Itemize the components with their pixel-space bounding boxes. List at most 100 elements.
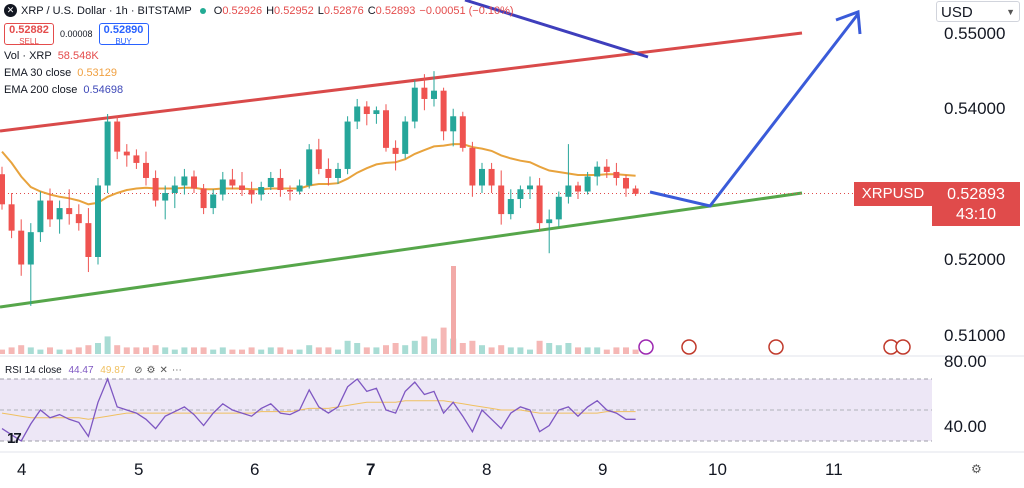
ohlc-low-label: L: [317, 4, 324, 17]
event-marker-icon: [768, 339, 784, 355]
indicator-volume[interactable]: Vol · XRP 58.548K: [4, 50, 518, 62]
volume-bar: [325, 347, 332, 354]
symbol-title[interactable]: XRP / U.S. Dollar · 1h · BITSTAMP: [21, 4, 192, 17]
volume-bar: [459, 343, 466, 354]
candle-body: [517, 189, 524, 200]
y-tick-label: 0.52000: [944, 250, 1006, 269]
indicator-ema30[interactable]: EMA 30 close 0.53129: [4, 67, 518, 79]
volume-bar: [411, 340, 418, 354]
candle-body: [143, 162, 149, 178]
candle-body: [536, 185, 543, 224]
resistance-trendline: [0, 31, 803, 133]
volume-bar: [402, 345, 409, 354]
gear-icon[interactable]: ⚙: [971, 462, 982, 476]
event-marker-icon: [638, 339, 654, 355]
volume-bar: [277, 347, 284, 354]
candle-body: [0, 174, 5, 205]
buy-button[interactable]: 0.52890 BUY: [98, 23, 149, 46]
candle-body: [248, 190, 255, 195]
volume-bar: [229, 349, 236, 354]
market-status-dot: [199, 7, 206, 14]
x-logo-icon: ✕: [4, 4, 17, 17]
volume-bar: [479, 345, 485, 354]
chevron-down-icon: ▼: [1006, 7, 1015, 17]
spread-value: 0.00008: [60, 29, 93, 39]
candle-body: [315, 149, 322, 169]
candle-body: [56, 208, 63, 220]
volume-spike-bar: [451, 266, 456, 354]
candle-body: [335, 168, 341, 178]
candle-body: [450, 116, 457, 132]
candle-body: [287, 190, 293, 192]
projection-arrowhead: [835, 9, 862, 35]
candle-body: [277, 177, 284, 191]
volume-bar: [123, 347, 130, 354]
support-trendline: [0, 191, 803, 309]
volume-bar: [114, 345, 121, 354]
price-change: −0.00051 (−0.10%): [419, 4, 514, 17]
candle-body: [555, 196, 562, 220]
rsi-value: 44.47: [68, 365, 94, 376]
volume-bar: [47, 347, 53, 354]
x-tick-label: 6: [250, 460, 260, 479]
candle-body: [383, 110, 389, 148]
volume-bar: [239, 349, 245, 354]
volume-bar: [354, 343, 361, 354]
rsi-ma-value: 49.87: [100, 365, 126, 376]
candle-body: [488, 168, 495, 186]
tradingview-logo: 17: [7, 430, 22, 447]
ohlc-close-label: C: [367, 4, 376, 17]
currency-label: USD: [941, 4, 973, 21]
candle-body: [114, 121, 121, 152]
rsi-legend[interactable]: RSI 14 close 44.47 49.87 ⊘⚙✕⋯: [5, 365, 186, 376]
volume-bar: [594, 347, 601, 354]
volume-bar: [75, 347, 82, 354]
candle-body: [440, 90, 447, 132]
candle-body: [66, 208, 73, 215]
volume-bar: [133, 347, 140, 354]
volume-bar: [258, 349, 265, 354]
candle-body: [546, 219, 553, 224]
volume-bar: [536, 340, 543, 354]
ema30-line: [1, 143, 636, 206]
candle-body: [171, 185, 178, 194]
candle-body: [344, 121, 351, 169]
candle-body: [219, 179, 226, 195]
y-tick-label: 0.55000: [944, 24, 1006, 43]
sell-button[interactable]: 0.52882 SELL: [4, 23, 54, 46]
indicator-ema200[interactable]: EMA 200 close 0.54698: [4, 84, 518, 96]
x-tick-label: 8: [482, 460, 492, 479]
candle-body: [575, 185, 581, 192]
volume-bar: [200, 347, 207, 354]
candle-body: [37, 200, 44, 233]
volume-bar: [162, 347, 169, 354]
candle-body: [8, 204, 15, 231]
volume-bar: [383, 345, 389, 354]
candle-body: [459, 116, 466, 148]
candle-body: [363, 106, 370, 115]
candle-body: [373, 110, 380, 115]
rsi-tools-icon[interactable]: ⊘⚙✕⋯: [134, 365, 186, 376]
volume-bar: [56, 349, 63, 354]
candle-body: [613, 171, 620, 178]
currency-selector[interactable]: USD ▼: [936, 1, 1020, 22]
volume-bar: [85, 345, 92, 354]
volume-bar: [296, 349, 303, 354]
volume-bar: [66, 349, 73, 354]
candle-body: [18, 230, 25, 265]
candle-body: [402, 121, 409, 154]
candle-body: [133, 155, 140, 163]
candle-body: [296, 185, 303, 192]
sell-label: SELL: [19, 37, 39, 46]
symbol-price-label: XRPUSD: [854, 182, 932, 206]
candle-body: [498, 185, 505, 215]
x-tick-label: 11: [825, 460, 843, 479]
indicator-volume-label: Vol · XRP: [4, 50, 52, 62]
candle-body: [632, 188, 639, 194]
projection-path: [649, 13, 860, 208]
ohlc-open-label: O: [213, 4, 223, 17]
ohlc-open-value: 0.52926: [222, 4, 263, 17]
candle-body: [200, 188, 207, 209]
indicator-ema30-label: EMA 30 close: [4, 67, 72, 79]
